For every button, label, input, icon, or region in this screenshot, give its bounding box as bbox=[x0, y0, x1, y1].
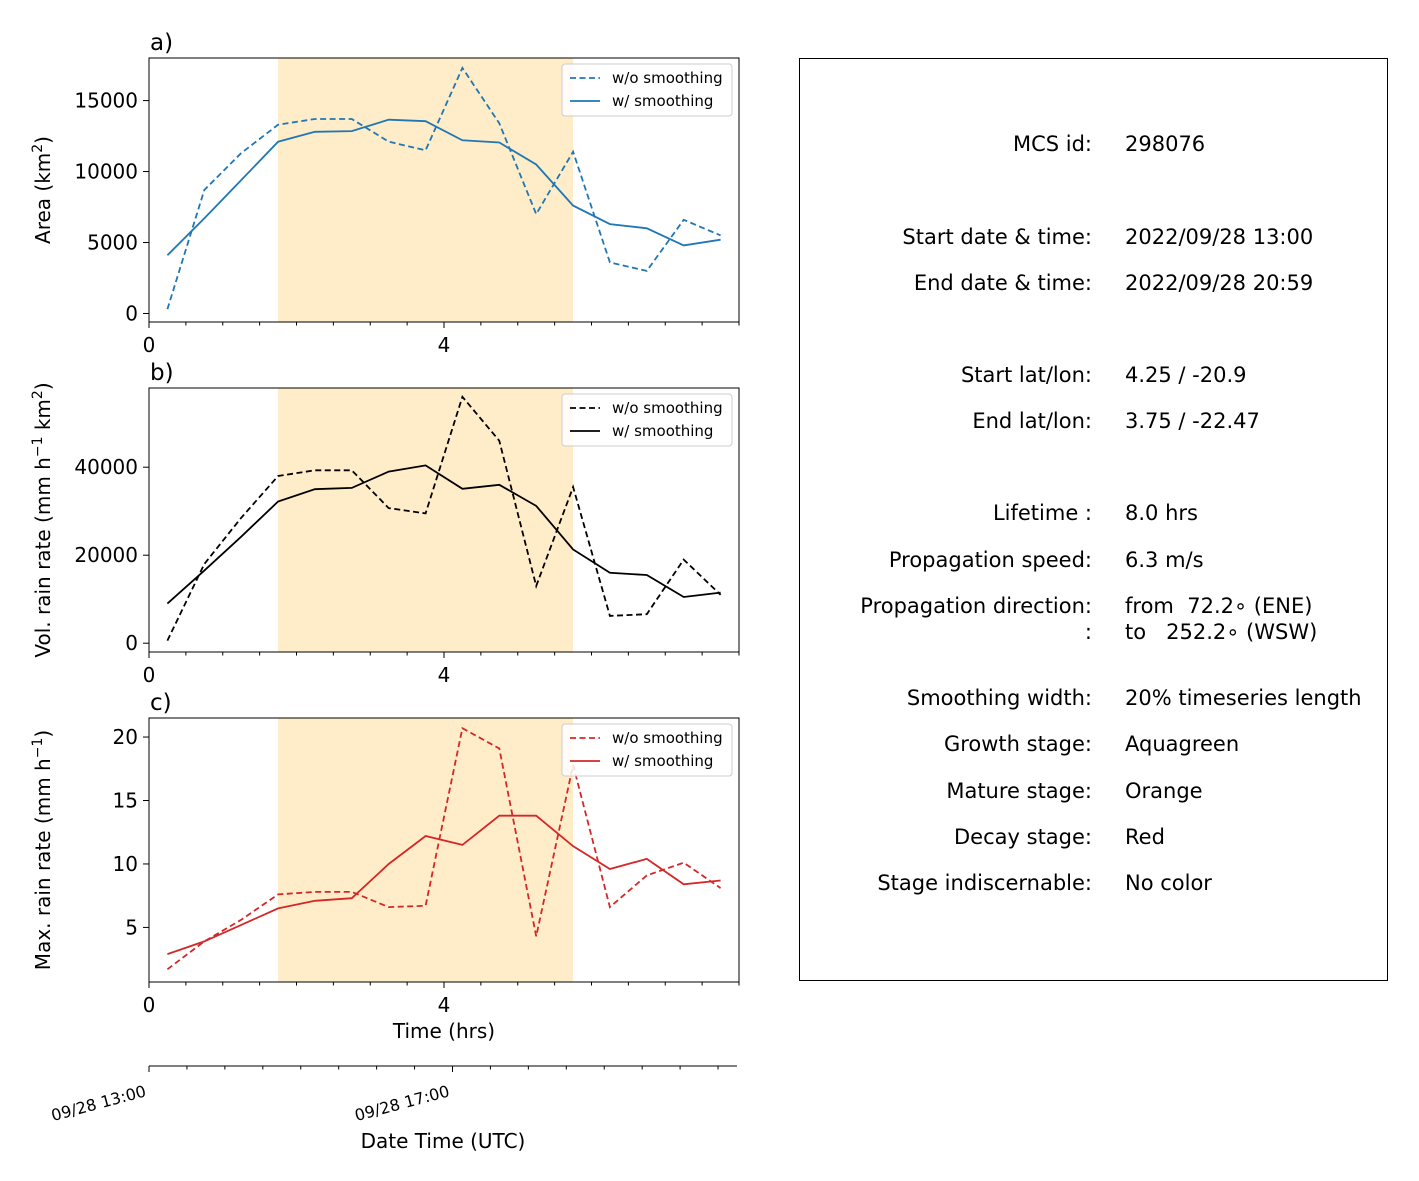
y-tick-label: 0 bbox=[125, 631, 138, 655]
info-label: Smoothing width: bbox=[906, 686, 1092, 710]
info-label: Start date & time: bbox=[902, 225, 1092, 249]
info-label: Start lat/lon: bbox=[960, 363, 1092, 387]
info-label: End date & time: bbox=[913, 271, 1092, 295]
info-value: 6.3 m/s bbox=[1125, 548, 1204, 572]
info-label: Growth stage: bbox=[943, 732, 1092, 756]
y-tick-label: 15000 bbox=[74, 89, 138, 113]
datetime-tick-label: 09/28 17:00 bbox=[353, 1082, 452, 1126]
y-label-text: Area (km bbox=[31, 153, 55, 244]
y-label-text: Max. rain rate (mm h bbox=[31, 758, 55, 970]
mature-stage-shading bbox=[278, 58, 574, 322]
y-axis-label: Area (km2) bbox=[30, 136, 55, 244]
info-value: 4.25 / -20.9 bbox=[1125, 363, 1247, 387]
series-line-unsmoothed bbox=[166, 66, 721, 310]
y-tick-label: 15 bbox=[113, 789, 138, 813]
info-label: End lat/lon: bbox=[972, 409, 1092, 433]
info-value: 20% timeseries length bbox=[1125, 686, 1362, 710]
series-line-smoothed bbox=[166, 118, 721, 256]
info-label: MCS id: bbox=[1012, 132, 1092, 156]
series-line-smoothed bbox=[167, 814, 721, 955]
y-tick-label: 40000 bbox=[74, 455, 138, 479]
info-label: Decay stage: bbox=[954, 825, 1092, 849]
mature-stage-shading bbox=[278, 718, 574, 982]
y-tick-label: 0 bbox=[125, 301, 138, 325]
datetime-tick-label: 09/28 13:00 bbox=[49, 1082, 148, 1126]
info-label: Lifetime : bbox=[992, 501, 1092, 525]
y-tick-label: 10000 bbox=[74, 160, 138, 184]
x-tick-label: 0 bbox=[143, 333, 156, 357]
mcs-info-panel: MCS id: 298076 Start date & time: 2022/09/2… bbox=[799, 58, 1388, 981]
panel-label: a) bbox=[150, 30, 173, 56]
legend-label: w/o smoothing bbox=[612, 399, 723, 417]
y-tick-label: 20000 bbox=[74, 543, 138, 567]
info-value: 8.0 hrs bbox=[1125, 501, 1198, 525]
x-tick-label: 0 bbox=[143, 993, 156, 1017]
info-value: from 72.2∘ (ENE) bbox=[1125, 594, 1313, 618]
legend-label: w/o smoothing bbox=[612, 729, 723, 747]
legend: w/o smoothing w/ smoothing bbox=[561, 63, 733, 117]
info-value: 2022/09/28 13:00 bbox=[1125, 225, 1314, 249]
info-value: 3.75 / -22.47 bbox=[1125, 409, 1260, 433]
y-label-text: ) bbox=[31, 382, 55, 390]
series-line-unsmoothed bbox=[166, 726, 722, 971]
series-line-smoothed bbox=[166, 464, 721, 605]
x-tick-label: 4 bbox=[438, 663, 451, 687]
info-label: Mature stage: bbox=[946, 779, 1092, 803]
x-axis-label: Time (hrs) bbox=[392, 1019, 495, 1043]
y-tick-label: 5000 bbox=[87, 231, 138, 255]
legend-label: w/ smoothing bbox=[612, 92, 713, 110]
legend-label: w/ smoothing bbox=[612, 752, 713, 770]
panel-label: c) bbox=[150, 690, 172, 716]
y-label-superscript: 2 bbox=[30, 390, 46, 399]
y-tick-label: 5 bbox=[125, 915, 138, 939]
info-value: No color bbox=[1125, 871, 1212, 895]
info-value: Aquagreen bbox=[1125, 732, 1240, 756]
y-tick-label: 20 bbox=[113, 725, 138, 749]
y-label-text: km bbox=[31, 399, 55, 436]
x-tick-label: 4 bbox=[438, 333, 451, 357]
y-axis-label: Max. rain rate (mm h−1) bbox=[30, 730, 55, 970]
panel-c: 5 10 15 20 0 4 c) Max. rain rate (mm h−1) Time (… bbox=[30, 690, 740, 1043]
mature-stage-shading bbox=[278, 388, 574, 652]
datetime-axis: 09/28 13:00 09/28 17:00 Date Time (UTC) bbox=[49, 1065, 737, 1153]
x-tick-label: 4 bbox=[438, 993, 451, 1017]
legend-box bbox=[561, 723, 733, 777]
y-label-text: ) bbox=[31, 136, 55, 144]
info-value: to 252.2∘ (WSW) bbox=[1125, 620, 1318, 644]
y-label-text: ) bbox=[31, 730, 55, 738]
info-label: Propagation direction: bbox=[860, 594, 1092, 618]
y-label-superscript: 2 bbox=[30, 144, 46, 153]
info-value: Red bbox=[1125, 825, 1165, 849]
legend: w/o smoothing w/ smoothing bbox=[561, 393, 733, 447]
x-tick-label: 0 bbox=[143, 663, 156, 687]
legend-box bbox=[561, 63, 733, 117]
info-label: Propagation speed: bbox=[888, 548, 1092, 572]
panel-label: b) bbox=[150, 360, 174, 386]
info-value: Orange bbox=[1125, 779, 1203, 803]
info-label: Stage indiscernable: bbox=[877, 871, 1092, 895]
y-axis-label: Vol. rain rate (mm h−1 km2) bbox=[30, 382, 55, 657]
y-label-superscript: −1 bbox=[30, 738, 46, 759]
datetime-axis-label: Date Time (UTC) bbox=[361, 1129, 526, 1153]
legend-label: w/o smoothing bbox=[612, 69, 723, 87]
info-value: 298076 bbox=[1125, 132, 1206, 156]
info-value: 2022/09/28 20:59 bbox=[1125, 271, 1314, 295]
legend: w/o smoothing w/ smoothing bbox=[561, 723, 733, 777]
legend-label: w/ smoothing bbox=[612, 422, 713, 440]
legend-box bbox=[561, 393, 733, 447]
y-label-text: Vol. rain rate (mm h bbox=[31, 457, 55, 658]
y-label-superscript: −1 bbox=[30, 437, 46, 458]
series-line-unsmoothed bbox=[166, 394, 722, 641]
y-tick-label: 10 bbox=[113, 852, 138, 876]
info-label: : bbox=[1084, 620, 1092, 644]
panel-b: 0 20000 40000 0 4 b) Vol. rain rate (mm h−1 km… bbox=[30, 360, 740, 687]
panel-a: 0 5000 10000 15000 0 4 a) Area (km2) w/o smoothi… bbox=[30, 30, 740, 357]
